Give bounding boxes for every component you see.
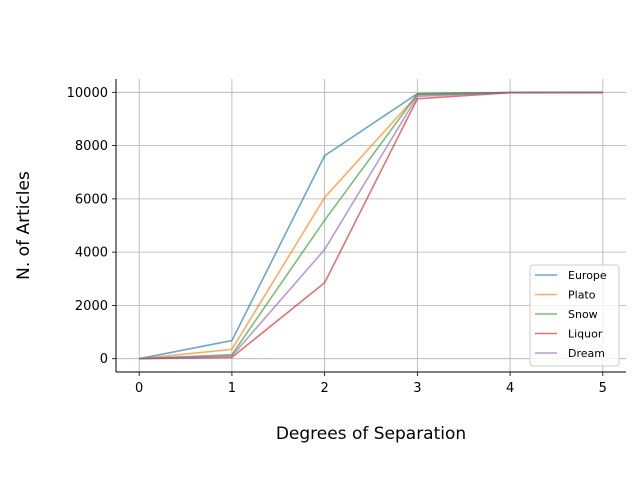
- x-axis-label: Degrees of Separation: [276, 424, 466, 444]
- series-line-dream: [139, 91, 603, 360]
- y-tick-label: 10000: [67, 86, 108, 101]
- y-tick-label: 4000: [75, 246, 108, 261]
- y-tick-label: 6000: [75, 192, 108, 207]
- axes: [112, 79, 626, 376]
- grid-lines: [116, 79, 626, 372]
- legend-label-dream: Dream: [568, 347, 605, 360]
- tick-labels: 0 1 2 3 4 5 0 2000 4000 6000 8000 10000: [67, 86, 607, 396]
- legend-label-snow: Snow: [568, 308, 598, 321]
- legend: Europe Plato Snow Liquor Dream: [529, 264, 620, 367]
- y-tick-label: 2000: [75, 299, 108, 314]
- x-tick-label: 1: [228, 381, 236, 396]
- legend-box: [529, 264, 620, 367]
- legend-label-plato: Plato: [568, 289, 596, 302]
- legend-label-liquor: Liquor: [568, 328, 603, 341]
- y-tick-label: 0: [100, 352, 108, 367]
- series-lines: [139, 91, 603, 360]
- y-axis-label: N. of Articles: [14, 171, 34, 280]
- x-tick-label: 3: [413, 381, 421, 396]
- x-tick-label: 5: [599, 381, 607, 396]
- legend-label-europe: Europe: [568, 269, 607, 282]
- x-tick-label: 0: [135, 381, 143, 396]
- y-tick-label: 8000: [75, 139, 108, 154]
- x-tick-label: 2: [320, 381, 328, 396]
- x-tick-label: 4: [506, 381, 514, 396]
